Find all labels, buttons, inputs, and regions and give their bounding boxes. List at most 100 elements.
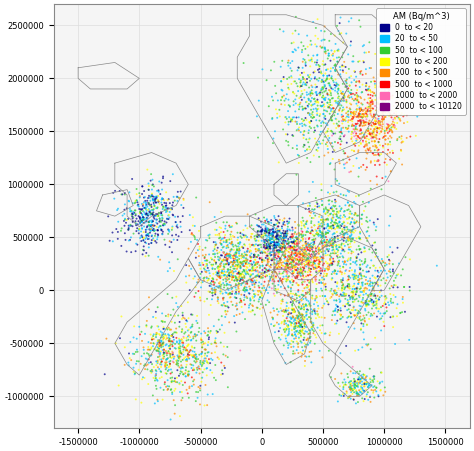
Point <box>148 191 155 198</box>
Point <box>337 129 345 137</box>
Point <box>329 246 337 253</box>
Point <box>282 254 289 261</box>
Point <box>163 199 170 207</box>
Point <box>186 383 193 390</box>
Point <box>289 89 297 96</box>
Point <box>313 92 320 99</box>
Point <box>289 313 297 320</box>
Point <box>149 332 157 340</box>
Point <box>374 74 382 82</box>
Point <box>245 266 253 273</box>
Point <box>367 292 374 299</box>
Point <box>166 350 174 358</box>
Point <box>142 219 149 226</box>
Point <box>194 279 202 286</box>
Point <box>316 74 323 82</box>
Point <box>327 260 334 267</box>
Point <box>176 388 184 396</box>
Point <box>308 323 316 330</box>
Point <box>339 391 346 398</box>
Point <box>277 277 285 285</box>
Point <box>297 266 304 273</box>
Point <box>341 284 349 291</box>
Point <box>322 94 329 101</box>
Point <box>208 290 216 297</box>
Point <box>286 260 293 267</box>
Point <box>216 326 224 333</box>
Point <box>268 274 275 281</box>
Point <box>277 242 284 249</box>
Point <box>361 379 368 387</box>
Point <box>318 239 325 246</box>
Point <box>353 390 361 397</box>
Point <box>158 196 165 203</box>
Point <box>164 377 172 384</box>
Point <box>365 199 373 206</box>
Point <box>256 233 264 240</box>
Point <box>324 227 332 234</box>
Point <box>335 85 342 92</box>
Point <box>311 265 319 272</box>
Point <box>258 237 265 244</box>
Point <box>120 206 128 213</box>
Point <box>234 282 242 289</box>
Point <box>363 228 370 235</box>
Point <box>347 293 355 300</box>
Point <box>201 268 209 275</box>
Point <box>293 317 301 324</box>
Point <box>321 44 328 51</box>
Point <box>334 90 342 97</box>
Point <box>310 253 318 260</box>
Point <box>389 128 396 135</box>
Point <box>341 258 349 266</box>
Point <box>298 279 306 286</box>
Point <box>291 239 299 246</box>
Point <box>273 242 281 249</box>
Point <box>277 244 284 251</box>
Point <box>177 223 184 230</box>
Point <box>153 385 160 392</box>
Point <box>329 211 337 218</box>
Point <box>271 268 279 275</box>
Point <box>364 321 371 328</box>
Point <box>256 294 264 301</box>
Point <box>292 253 300 260</box>
Point <box>330 287 338 294</box>
Point <box>195 253 202 260</box>
Point <box>223 258 231 265</box>
Point <box>323 66 330 73</box>
Point <box>295 159 302 166</box>
Point <box>207 280 215 287</box>
Point <box>369 92 376 99</box>
Point <box>365 232 373 239</box>
Point <box>364 262 371 269</box>
Point <box>219 302 226 309</box>
Point <box>381 127 389 134</box>
Point <box>338 130 346 137</box>
Point <box>256 228 264 235</box>
Point <box>160 350 168 357</box>
Point <box>261 230 268 237</box>
Point <box>344 125 351 133</box>
Point <box>320 207 328 214</box>
Point <box>265 227 273 234</box>
Point <box>273 110 281 117</box>
Point <box>132 220 139 227</box>
Point <box>294 286 302 294</box>
Point <box>326 262 334 269</box>
Point <box>273 233 281 240</box>
Point <box>317 216 325 224</box>
Point <box>290 318 298 325</box>
Point <box>173 223 181 230</box>
Point <box>332 40 339 47</box>
Point <box>327 160 334 167</box>
Point <box>377 310 384 317</box>
Point <box>301 56 309 64</box>
Point <box>187 329 194 336</box>
Point <box>274 229 282 236</box>
Point <box>188 352 196 359</box>
Point <box>339 258 346 265</box>
Point <box>161 381 168 388</box>
Point <box>300 143 307 150</box>
Point <box>400 283 408 290</box>
